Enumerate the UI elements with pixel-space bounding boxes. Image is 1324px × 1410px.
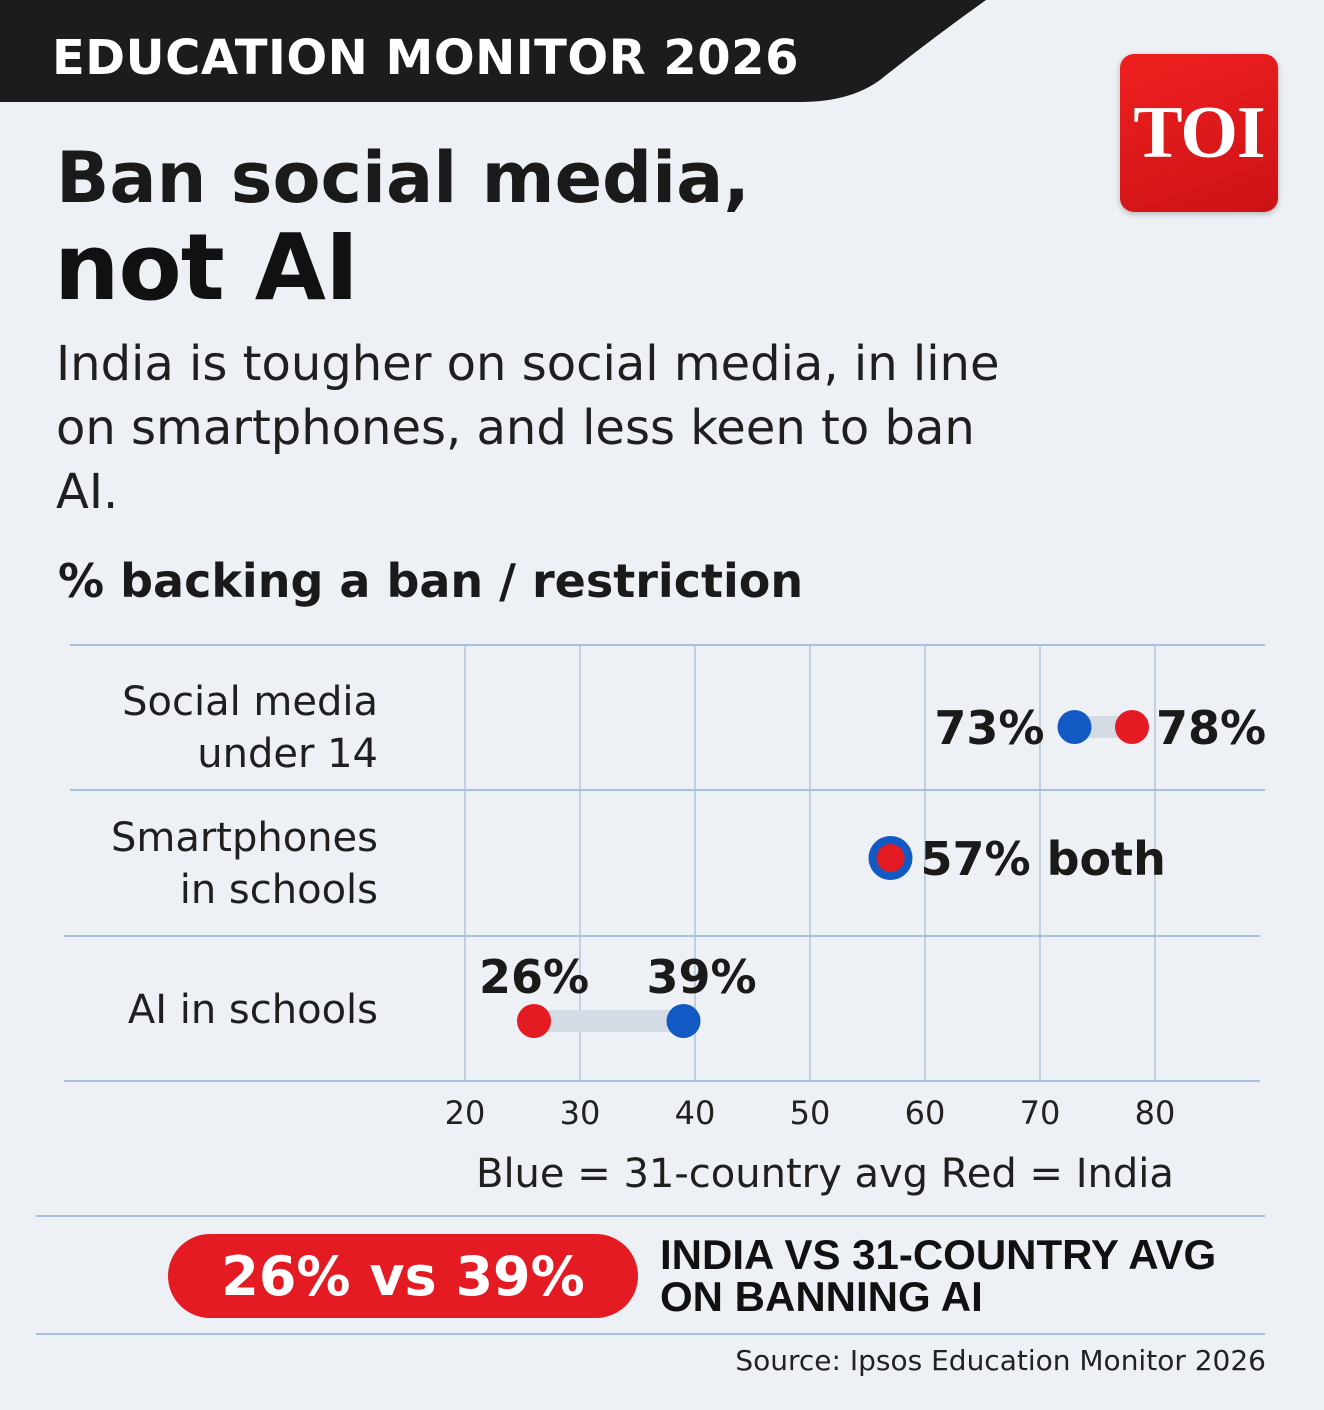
- headline-line-2: not AI: [54, 214, 359, 321]
- toi-logo: TOI: [1120, 54, 1278, 212]
- header-band: [0, 0, 986, 102]
- tick-label-70: 70: [1020, 1094, 1061, 1132]
- data-label-india: 78%: [1156, 701, 1266, 755]
- row-label-smartphones: Smartphones in schools: [111, 812, 378, 916]
- row-label-line: in schools: [179, 867, 378, 913]
- data-label-avg: 39%: [646, 950, 756, 1004]
- tick-label-60: 60: [905, 1094, 946, 1132]
- row-label-line: under 14: [197, 731, 378, 777]
- data-label-both: 57% both: [921, 832, 1166, 886]
- row-label-line: AI in schools: [127, 987, 378, 1033]
- tick-label-30: 30: [560, 1094, 601, 1132]
- row-label-line: Smartphones: [110, 815, 378, 861]
- dot-india: [876, 844, 905, 872]
- dot-india: [1115, 710, 1149, 744]
- data-label-avg: 73%: [934, 701, 1044, 755]
- row-label-ai: AI in schools: [128, 984, 378, 1036]
- tick-label-80: 80: [1135, 1094, 1176, 1132]
- tick-label-20: 20: [445, 1094, 486, 1132]
- stat-pill-text: 26% vs 39%: [221, 1244, 585, 1308]
- row-label-line: Social media: [122, 679, 378, 725]
- stat-callout-text: INDIA VS 31-COUNTRY AVG ON BANNING AI: [660, 1231, 1217, 1320]
- headline-line-1: Ban social media,: [56, 137, 750, 219]
- dumbbell-chart: 20 30 40 50 60 70 80 73% 78% 57% both 26% 39%: [64, 644, 1266, 1132]
- section-kicker: EDUCATION MONITOR 2026: [52, 30, 799, 86]
- source-note: Source: Ipsos Education Monitor 2026: [735, 1344, 1266, 1377]
- dot-avg: [1057, 710, 1092, 744]
- toi-logo-text: TOI: [1133, 91, 1265, 174]
- dot-avg: [666, 1004, 701, 1038]
- divider-bottom: [36, 1333, 1265, 1335]
- tick-label-40: 40: [675, 1094, 716, 1132]
- divider-top: [36, 1215, 1265, 1217]
- subtitle: India is tougher on social media, in lin…: [56, 336, 1000, 520]
- stat-pill: 26% vs 39%: [168, 1234, 638, 1318]
- data-label-india: 26%: [479, 950, 589, 1004]
- chart-legend: Blue = 31-country avg Red = India: [476, 1151, 1174, 1197]
- chart-title: % backing a ban / restriction: [58, 554, 804, 608]
- row-label-social-media: Social media under 14: [122, 676, 378, 780]
- dot-india: [517, 1004, 551, 1038]
- tick-label-50: 50: [790, 1094, 831, 1132]
